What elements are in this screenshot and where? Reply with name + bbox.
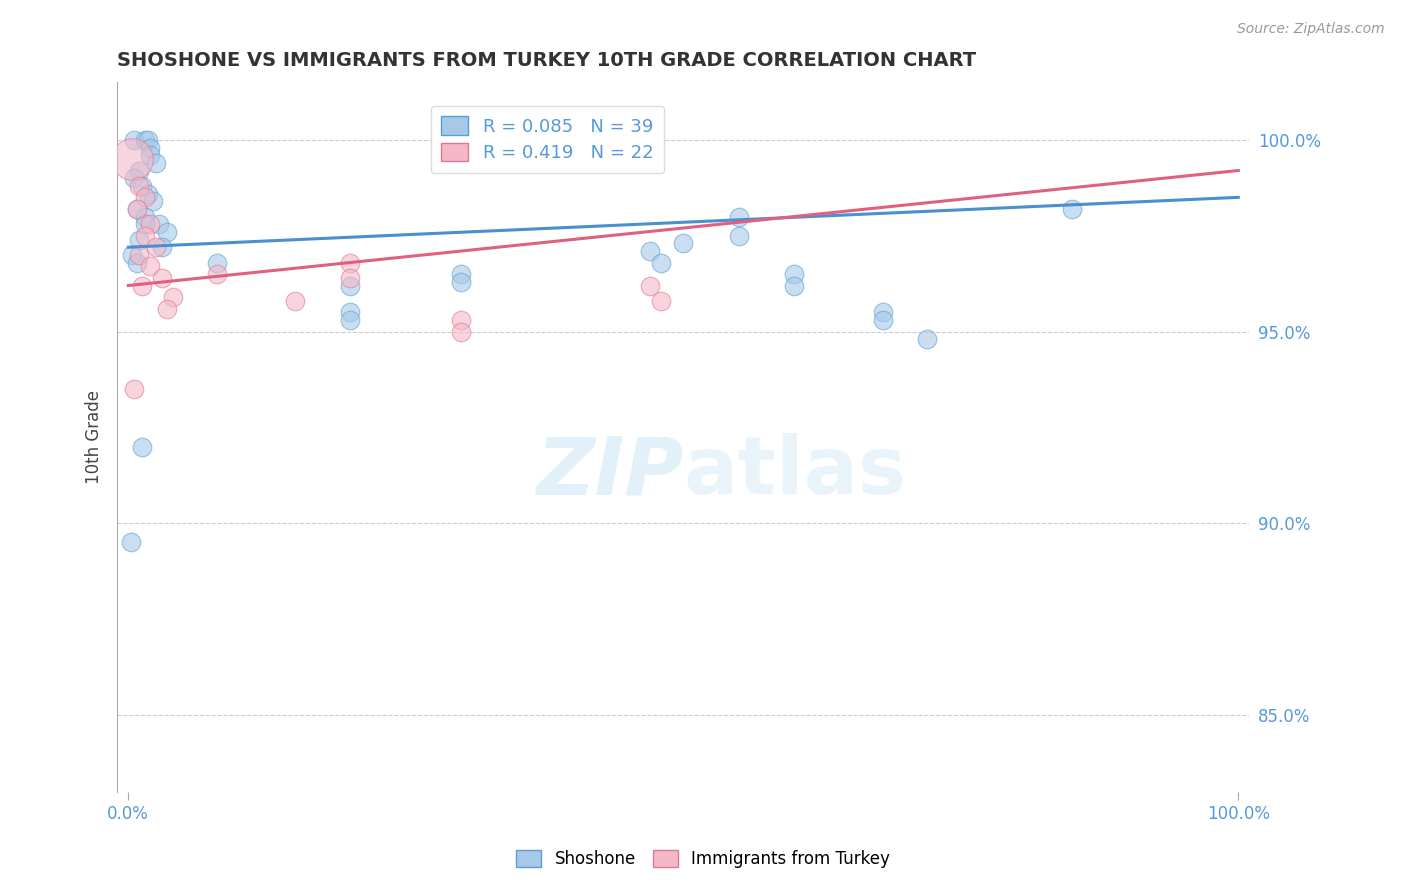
Point — [145, 240, 167, 254]
Point — [122, 382, 145, 396]
Text: atlas: atlas — [683, 434, 907, 511]
Point — [650, 293, 672, 308]
Point — [727, 228, 749, 243]
Point — [139, 140, 162, 154]
Point — [156, 301, 179, 316]
Point — [917, 332, 939, 346]
Point — [450, 325, 472, 339]
Point — [162, 290, 184, 304]
Point — [638, 244, 661, 258]
Point — [121, 152, 143, 166]
Point — [128, 233, 150, 247]
Point — [339, 278, 361, 293]
Point — [150, 240, 173, 254]
Point — [872, 313, 894, 327]
Point — [150, 271, 173, 285]
Point — [134, 190, 156, 204]
Point — [450, 275, 472, 289]
Point — [672, 236, 695, 251]
Point — [131, 278, 153, 293]
Point — [134, 217, 156, 231]
Point — [148, 217, 170, 231]
Point — [872, 305, 894, 319]
Point — [783, 267, 806, 281]
Point — [205, 267, 228, 281]
Point — [450, 313, 472, 327]
Y-axis label: 10th Grade: 10th Grade — [86, 390, 103, 484]
Text: Source: ZipAtlas.com: Source: ZipAtlas.com — [1237, 22, 1385, 37]
Point — [783, 278, 806, 293]
Point — [638, 278, 661, 293]
Point — [139, 148, 162, 162]
Point — [284, 293, 307, 308]
Point — [127, 202, 149, 216]
Point — [139, 260, 162, 274]
Point — [145, 156, 167, 170]
Point — [128, 248, 150, 262]
Point — [122, 133, 145, 147]
Point — [127, 202, 149, 216]
Point — [127, 255, 149, 269]
Point — [136, 133, 159, 147]
Point — [650, 255, 672, 269]
Point — [121, 248, 143, 262]
Point — [205, 255, 228, 269]
Point — [727, 210, 749, 224]
Text: SHOSHONE VS IMMIGRANTS FROM TURKEY 10TH GRADE CORRELATION CHART: SHOSHONE VS IMMIGRANTS FROM TURKEY 10TH … — [117, 51, 976, 70]
Point — [120, 535, 142, 549]
Point — [131, 178, 153, 193]
Point — [134, 228, 156, 243]
Point — [156, 225, 179, 239]
Point — [339, 305, 361, 319]
Legend: R = 0.085   N = 39, R = 0.419   N = 22: R = 0.085 N = 39, R = 0.419 N = 22 — [430, 105, 664, 173]
Point — [134, 133, 156, 147]
Point — [136, 186, 159, 201]
Point — [128, 178, 150, 193]
Point — [339, 271, 361, 285]
Point — [128, 163, 150, 178]
Legend: Shoshone, Immigrants from Turkey: Shoshone, Immigrants from Turkey — [509, 843, 897, 875]
Point — [142, 194, 165, 209]
Point — [450, 267, 472, 281]
Text: ZIP: ZIP — [536, 434, 683, 511]
Point — [339, 313, 361, 327]
Point — [122, 171, 145, 186]
Point — [1060, 202, 1083, 216]
Point — [134, 210, 156, 224]
Point — [339, 255, 361, 269]
Point — [131, 440, 153, 454]
Point — [139, 217, 162, 231]
